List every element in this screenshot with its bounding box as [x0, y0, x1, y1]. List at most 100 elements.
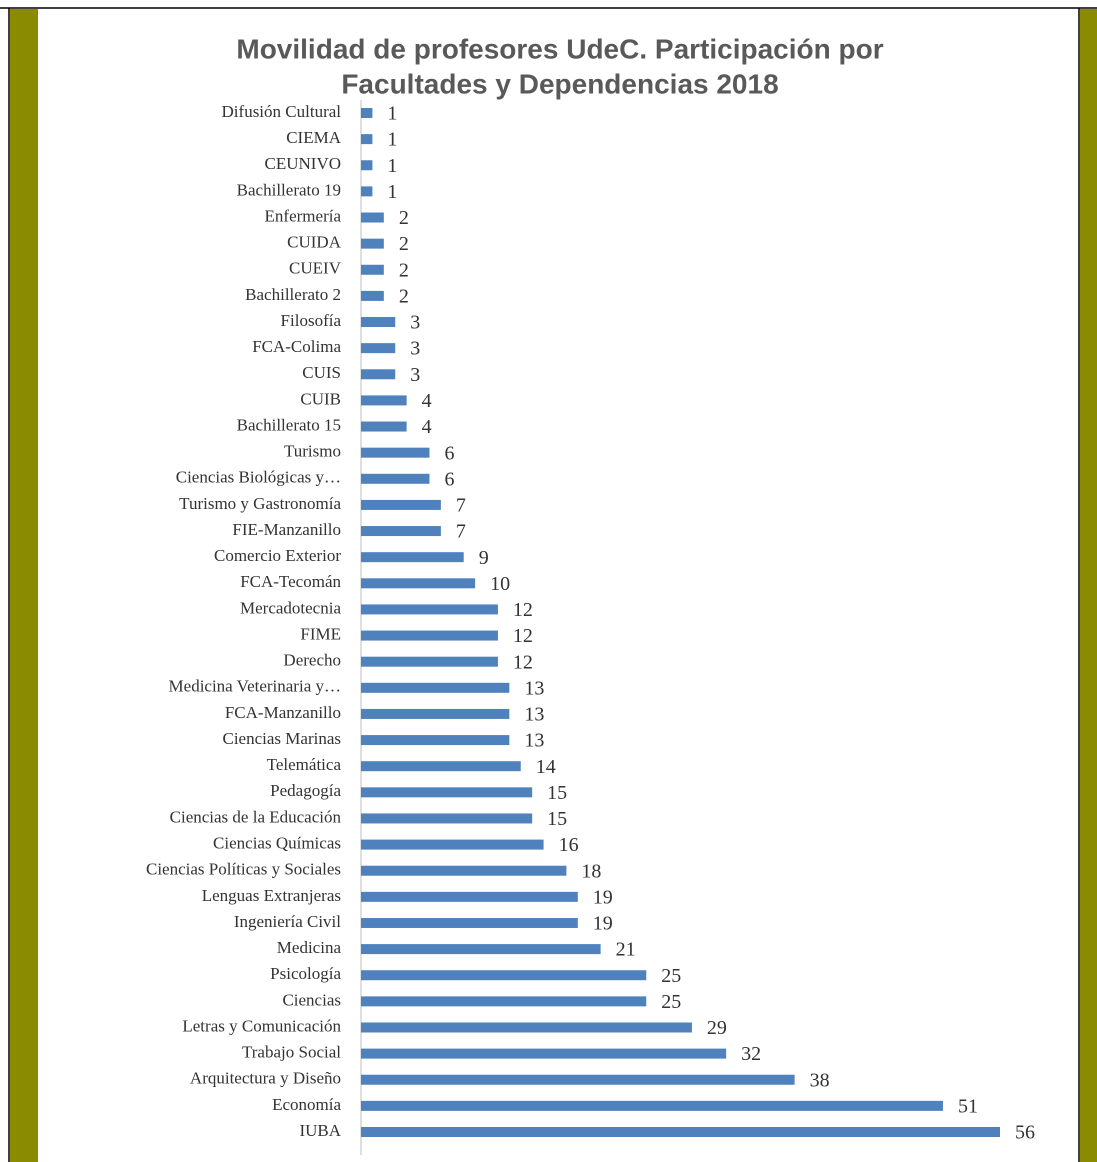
value-label: 1: [387, 129, 397, 151]
value-label: 1: [387, 155, 397, 177]
value-label: 2: [399, 207, 409, 229]
value-label: 2: [399, 233, 409, 255]
category-label: Ciencias de la Educación: [170, 807, 342, 826]
value-label: 6: [444, 442, 454, 464]
category-label: Pedagogía: [270, 781, 341, 800]
value-label: 14: [536, 756, 556, 778]
category-label: Ciencias Biológicas y…: [176, 468, 341, 487]
value-label: 2: [399, 259, 409, 281]
category-label: Letras y Comunicación: [182, 1016, 341, 1035]
value-label: 3: [410, 312, 420, 334]
value-label: 12: [513, 625, 533, 647]
bar: [361, 944, 601, 955]
bar: [361, 526, 441, 537]
right-band: [1080, 9, 1097, 1162]
category-label: FCA-Tecomán: [240, 572, 341, 591]
bar: [361, 787, 533, 798]
bar: [361, 552, 464, 563]
bar: [361, 630, 498, 641]
value-label: 4: [422, 416, 432, 438]
category-label: CUIDA: [287, 233, 342, 252]
value-label: 7: [456, 521, 466, 543]
bar: [361, 395, 407, 406]
value-label: 51: [958, 1095, 978, 1117]
bar: [361, 343, 396, 354]
bar: [361, 839, 544, 850]
bar: [361, 604, 498, 615]
bar: [361, 1127, 1000, 1137]
value-label: 13: [524, 704, 544, 726]
bar: [361, 447, 430, 458]
category-label: Economía: [272, 1095, 341, 1114]
value-label: 1: [387, 181, 397, 203]
value-label: 15: [547, 782, 567, 804]
category-label: Medicina Veterinaria y…: [169, 677, 341, 696]
bar: [361, 473, 430, 484]
value-label: 2: [399, 285, 409, 307]
value-label: 6: [444, 468, 454, 490]
category-label: Telemática: [267, 755, 342, 774]
bar: [361, 108, 373, 118]
category-label: Turismo y Gastronomía: [179, 494, 341, 513]
value-label: 3: [410, 338, 420, 360]
category-label: IUBA: [299, 1121, 341, 1140]
category-label: Filosofía: [281, 311, 342, 330]
bar: [361, 290, 384, 301]
category-label: CUIB: [300, 389, 341, 408]
value-label: 18: [581, 860, 601, 882]
value-label: 13: [524, 730, 544, 752]
bar: [361, 499, 441, 510]
bar: [361, 1048, 727, 1059]
value-label: 10: [490, 573, 510, 595]
category-label: FIME: [300, 624, 341, 643]
bar: [361, 160, 373, 171]
category-label: FCA-Colima: [252, 337, 341, 356]
value-label: 12: [513, 651, 533, 673]
category-label: Ciencias Marinas: [223, 729, 342, 748]
category-label: Mercadotecnia: [240, 598, 341, 617]
category-label: FCA-Manzanillo: [225, 703, 341, 722]
bar: [361, 813, 533, 824]
value-label: 56: [1015, 1122, 1035, 1144]
bar: [361, 421, 407, 432]
value-label: 4: [422, 390, 432, 412]
bar: [361, 186, 373, 197]
value-label: 19: [593, 913, 613, 935]
category-label: CUIS: [302, 363, 341, 382]
value-label: 1: [387, 103, 397, 125]
bar: [361, 735, 510, 746]
value-label: 12: [513, 599, 533, 621]
category-label: Bachillerato 15: [237, 415, 341, 434]
bar: [361, 761, 521, 772]
value-label: 3: [410, 364, 420, 386]
category-label: Ciencias Químicas: [213, 833, 341, 852]
bar: [361, 917, 578, 928]
category-label: Trabajo Social: [242, 1043, 341, 1062]
category-label: Turismo: [284, 442, 341, 461]
category-label: CUEIV: [289, 259, 342, 278]
chart-title: Facultades y Dependencias 2018: [341, 68, 778, 99]
value-label: 13: [524, 677, 544, 699]
value-label: 15: [547, 808, 567, 830]
category-label: Psicología: [270, 964, 341, 983]
value-label: 29: [707, 1017, 727, 1039]
value-label: 25: [661, 965, 681, 987]
bar: [361, 1100, 943, 1111]
bar: [361, 317, 396, 328]
bar: [361, 134, 373, 145]
bar: [361, 1074, 795, 1085]
bar: [361, 369, 396, 380]
category-label: Bachillerato 19: [237, 180, 341, 199]
value-label: 38: [810, 1069, 830, 1091]
category-label: Difusión Cultural: [222, 102, 342, 121]
category-label: Bachillerato 2: [245, 285, 341, 304]
bar: [361, 996, 647, 1007]
category-label: Enfermería: [265, 206, 342, 225]
value-label: 25: [661, 991, 681, 1013]
bar: [361, 708, 510, 719]
category-label: Comercio Exterior: [214, 546, 341, 565]
value-label: 32: [741, 1043, 761, 1065]
category-label: CIEMA: [286, 128, 342, 147]
value-label: 21: [616, 939, 636, 961]
